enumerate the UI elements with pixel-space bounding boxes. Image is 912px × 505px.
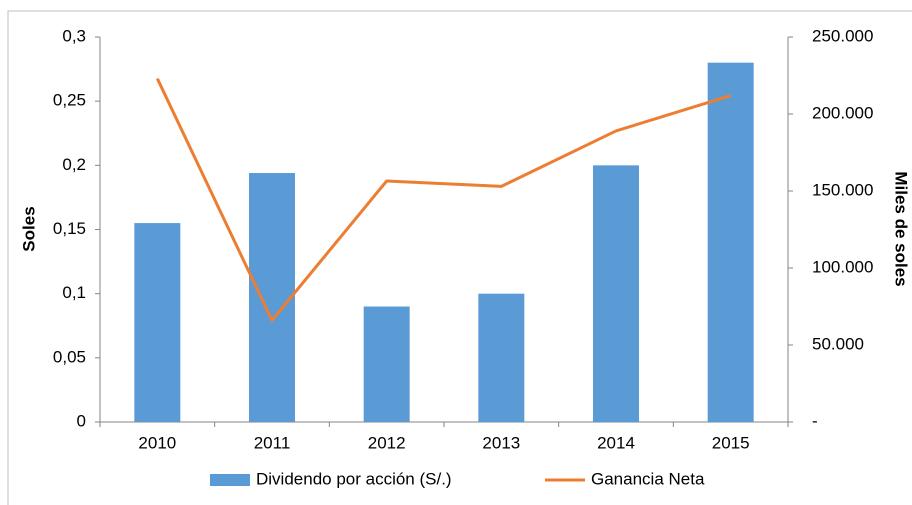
- y-tick-label: 0,05: [53, 347, 86, 366]
- legend-swatch: [210, 474, 250, 486]
- x-tick-label: 2013: [482, 433, 520, 452]
- line: [155, 77, 732, 322]
- y2-tick-label: 150.000: [812, 180, 873, 199]
- bar: [478, 293, 525, 422]
- bar: [363, 306, 410, 422]
- y2-tick-label: 100.000: [812, 257, 873, 276]
- bar: [134, 223, 181, 422]
- bar: [249, 173, 295, 422]
- y2-tick-label: 200.000: [812, 103, 873, 122]
- y2-tick-label: 250.000: [812, 26, 873, 45]
- y2-tick-label: -: [812, 411, 818, 430]
- x-tick-label: 2011: [254, 433, 291, 452]
- y-axis-label: Soles: [19, 206, 38, 251]
- y-tick-label: 0,3: [62, 26, 86, 45]
- y-tick-label: 0,2: [62, 155, 86, 174]
- x-tick-label: 2012: [368, 433, 406, 452]
- chart-border: [7, 10, 912, 505]
- x-tick-label: 2015: [712, 433, 750, 452]
- legend-label: Dividendo por acción (S/.): [256, 469, 452, 488]
- y-tick-label: 0,15: [53, 219, 86, 238]
- y-tick-label: 0,25: [53, 91, 86, 110]
- x-tick-label: 2010: [138, 433, 176, 452]
- y2-tick-label: 50.000: [812, 334, 864, 353]
- bar: [707, 62, 754, 423]
- y-tick-label: 0,1: [62, 283, 86, 302]
- y-tick-label: 0: [77, 411, 86, 430]
- legend-label: Ganancia Neta: [591, 469, 705, 488]
- bar: [593, 165, 639, 423]
- x-tick-label: 2014: [597, 433, 635, 452]
- y2-axis-label: Miles de soles: [892, 171, 911, 286]
